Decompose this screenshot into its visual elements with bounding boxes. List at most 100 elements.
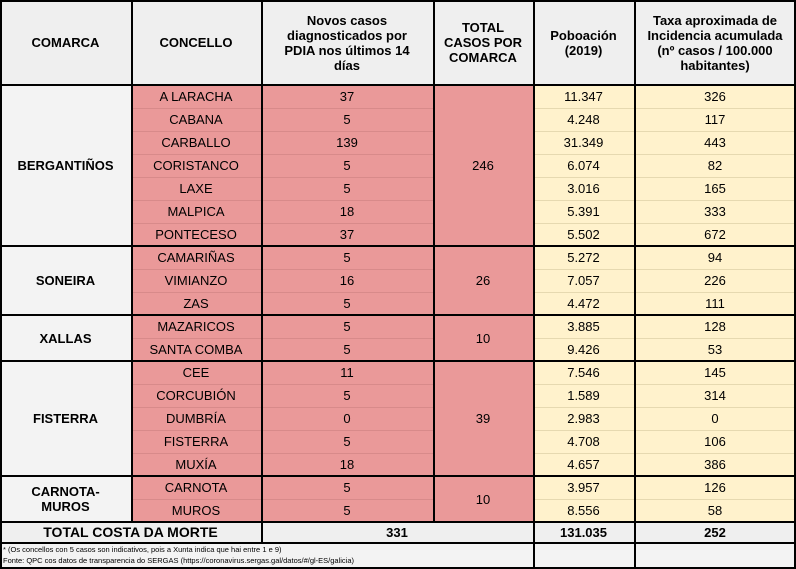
footnote-line2: Fonte: QPC cos datos de transparencia do…: [3, 556, 355, 565]
border-footnote: [0, 542, 796, 544]
taxa-cell: 443: [634, 131, 796, 154]
border-xallas: [0, 314, 796, 316]
concello-cell: VIMIANZO: [131, 269, 261, 292]
concello-cell: MUXÍA: [131, 453, 261, 476]
taxa-cell: 165: [634, 177, 796, 200]
taxa-cell: 386: [634, 453, 796, 476]
border-carnota: [0, 475, 796, 477]
poboacion-cell: 7.546: [533, 361, 634, 384]
poboacion-cell: 3.885: [533, 315, 634, 338]
header-concello: CONCELLO: [131, 0, 261, 85]
border-right: [794, 0, 796, 569]
border-fisterra: [0, 360, 796, 362]
empty-footer-cell-2: [634, 543, 796, 569]
total-casos: 331: [261, 522, 533, 543]
concello-cell: FISTERRA: [131, 430, 261, 453]
concello-cell: MAZARICOS: [131, 315, 261, 338]
taxa-cell: 128: [634, 315, 796, 338]
taxa-cell: 94: [634, 246, 796, 269]
concello-cell: CORCUBIÓN: [131, 384, 261, 407]
casos-cell: 5: [261, 315, 433, 338]
concello-cell: MUROS: [131, 499, 261, 522]
total-xallas: 10: [433, 315, 533, 361]
border-left: [0, 0, 2, 569]
concello-cell: DUMBRÍA: [131, 407, 261, 430]
comarca-carnota-muros: CARNOTA- MUROS: [0, 476, 131, 522]
casos-cell: 18: [261, 200, 433, 223]
casos-cell: 5: [261, 108, 433, 131]
poboacion-cell: 4.472: [533, 292, 634, 315]
taxa-cell: 314: [634, 384, 796, 407]
poboacion-cell: 4.657: [533, 453, 634, 476]
taxa-cell: 0: [634, 407, 796, 430]
casos-cell: 37: [261, 85, 433, 108]
taxa-cell: 333: [634, 200, 796, 223]
poboacion-cell: 8.556: [533, 499, 634, 522]
total-soneira: 26: [433, 246, 533, 315]
empty-footer-cell-1: [533, 543, 634, 569]
casos-cell: 5: [261, 154, 433, 177]
concello-cell: LAXE: [131, 177, 261, 200]
border-col4: [533, 0, 535, 569]
footnote-line1: * (Os concellos con 5 casos son indicati…: [3, 545, 282, 554]
casos-cell: 5: [261, 499, 433, 522]
casos-cell: 5: [261, 177, 433, 200]
border-total: [0, 521, 796, 523]
casos-cell: 139: [261, 131, 433, 154]
concello-cell: CABANA: [131, 108, 261, 131]
comarca-bergantinos: BERGANTIÑOS: [0, 85, 131, 246]
poboacion-cell: 1.589: [533, 384, 634, 407]
poboacion-cell: 3.016: [533, 177, 634, 200]
casos-cell: 18: [261, 453, 433, 476]
poboacion-cell: 4.708: [533, 430, 634, 453]
taxa-cell: 111: [634, 292, 796, 315]
poboacion-cell: 31.349: [533, 131, 634, 154]
border-bottom: [0, 567, 796, 569]
footnote-cell: [0, 543, 533, 569]
poboacion-cell: 2.983: [533, 407, 634, 430]
border-top: [0, 0, 796, 2]
border-col1: [131, 0, 133, 522]
concello-cell: SANTA COMBA: [131, 338, 261, 361]
total-fisterra: 39: [433, 361, 533, 476]
poboacion-cell: 5.391: [533, 200, 634, 223]
concello-cell: CAMARIÑAS: [131, 246, 261, 269]
comarca-soneira: SONEIRA: [0, 246, 131, 315]
taxa-cell: 145: [634, 361, 796, 384]
taxa-cell: 53: [634, 338, 796, 361]
poboacion-cell: 4.248: [533, 108, 634, 131]
header-taxa: Taxa aproximada de Incidencia acumulada …: [634, 0, 796, 85]
concello-cell: MALPICA: [131, 200, 261, 223]
border-col2: [261, 0, 263, 543]
casos-cell: 16: [261, 269, 433, 292]
poboacion-cell: 5.502: [533, 223, 634, 246]
header-total-casos: TOTAL CASOS POR COMARCA: [433, 0, 533, 85]
poboacion-cell: 11.347: [533, 85, 634, 108]
taxa-cell: 106: [634, 430, 796, 453]
concello-cell: CARBALLO: [131, 131, 261, 154]
casos-cell: 0: [261, 407, 433, 430]
concello-cell: ZAS: [131, 292, 261, 315]
taxa-cell: 226: [634, 269, 796, 292]
concello-cell: A LARACHA: [131, 85, 261, 108]
comarca-carnota-muros-line1: CARNOTA-: [31, 484, 100, 499]
comarca-fisterra: FISTERRA: [0, 361, 131, 476]
total-label: TOTAL COSTA DA MORTE: [0, 522, 261, 543]
poboacion-cell: 7.057: [533, 269, 634, 292]
casos-cell: 5: [261, 476, 433, 499]
total-poboacion: 131.035: [533, 522, 634, 543]
poboacion-cell: 5.272: [533, 246, 634, 269]
casos-cell: 5: [261, 384, 433, 407]
taxa-cell: 126: [634, 476, 796, 499]
poboacion-cell: 3.957: [533, 476, 634, 499]
comarca-carnota-muros-line2: MUROS: [41, 499, 90, 514]
concello-cell: CORISTANCO: [131, 154, 261, 177]
border-soneira: [0, 245, 796, 247]
total-carnota-muros: 10: [433, 476, 533, 522]
casos-cell: 5: [261, 430, 433, 453]
taxa-cell: 82: [634, 154, 796, 177]
header-novos-casos: Novos casos diagnosticados por PDIA nos …: [261, 0, 433, 85]
border-col5: [634, 0, 636, 569]
border-col3: [433, 0, 435, 522]
